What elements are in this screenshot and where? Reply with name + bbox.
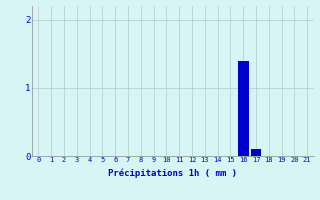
X-axis label: Précipitations 1h ( mm ): Précipitations 1h ( mm ) [108,169,237,178]
Bar [251,149,261,156]
Bar [238,61,249,156]
